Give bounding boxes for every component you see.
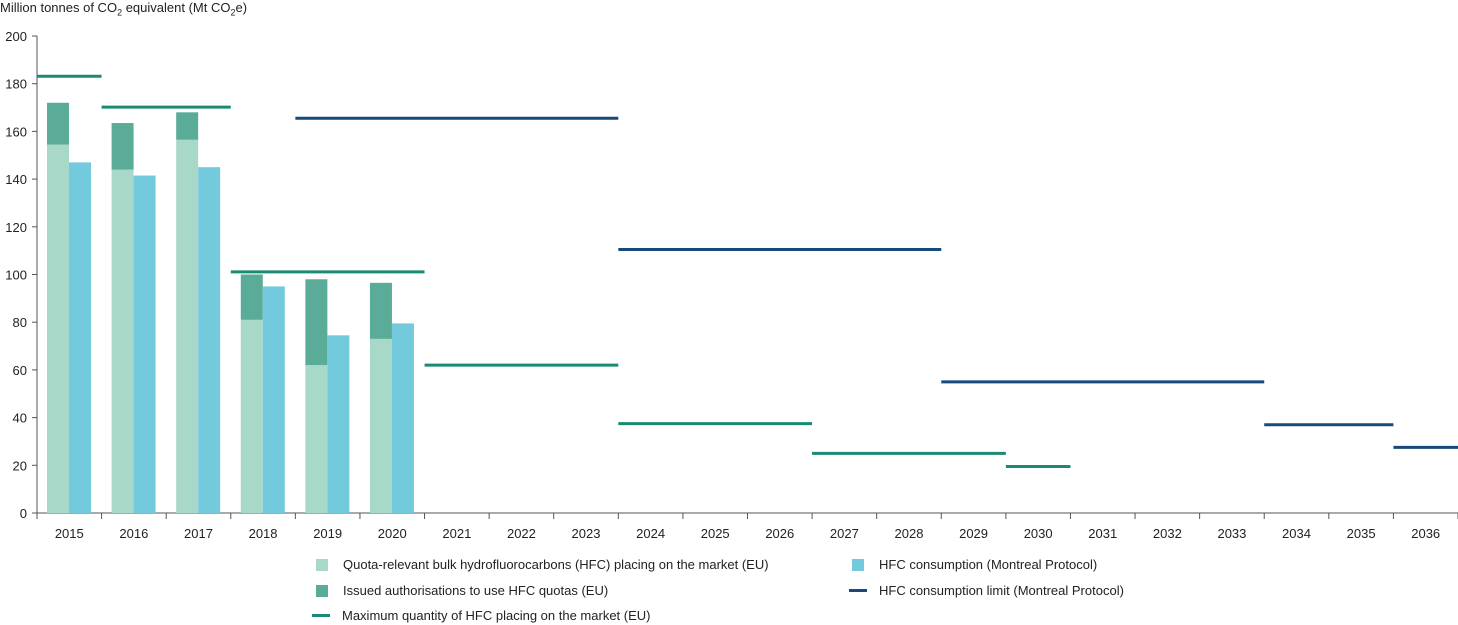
x-tick-label: 2035: [1347, 526, 1376, 541]
x-tick-label: 2015: [55, 526, 84, 541]
legend-swatch-line: [849, 589, 867, 592]
bar-hfc-consumption: [327, 335, 350, 513]
y-tick-label: 200: [5, 29, 27, 44]
bar-issued-authorisations: [305, 279, 328, 366]
legend-label: Maximum quantity of HFC placing on the m…: [342, 608, 651, 623]
x-tick-label: 2036: [1411, 526, 1440, 541]
legend-item-hfc-consumption-limit: HFC consumption limit (Montreal Protocol…: [849, 583, 1124, 598]
bar-issued-authorisations: [369, 282, 392, 339]
x-tick-label: 2032: [1153, 526, 1182, 541]
legend-swatch: [316, 584, 328, 597]
hfc-chart: 0 20 40 60 80 100 120 140 160 180 200 2015 2016 2017 2…: [5, 29, 1458, 541]
bar-hfc-consumption: [198, 167, 221, 514]
x-tick-label: 2018: [249, 526, 278, 541]
legend-item-max-quantity-hfc: Maximum quantity of HFC placing on the m…: [312, 608, 651, 623]
x-tick-label: 2016: [119, 526, 148, 541]
bar-quota-bulk-hfc: [305, 365, 328, 513]
x-tick-label: 2021: [442, 526, 471, 541]
y-tick-label: 120: [5, 220, 27, 235]
y-tick-label: 80: [13, 315, 27, 330]
legend-item-hfc-consumption: HFC consumption (Montreal Protocol): [852, 557, 1097, 572]
y-tick-label: 0: [20, 506, 27, 521]
x-tick-label: 2031: [1088, 526, 1117, 541]
y-tick-label: 20: [13, 458, 27, 473]
x-tick-label: 2023: [572, 526, 601, 541]
x-tick-label: 2029: [959, 526, 988, 541]
y-tick-label: 40: [13, 411, 27, 426]
bar-hfc-consumption: [69, 162, 91, 513]
bar-issued-authorisations: [176, 112, 199, 140]
x-tick-label: 2030: [1024, 526, 1053, 541]
legend-swatch: [316, 558, 328, 571]
y-tick-label: 60: [13, 363, 27, 378]
legend-swatch: [852, 558, 864, 571]
x-tick-label: 2017: [184, 526, 213, 541]
bar-quota-bulk-hfc: [240, 319, 263, 513]
x-tick-label: 2027: [830, 526, 859, 541]
legend-label: HFC consumption (Montreal Protocol): [879, 557, 1098, 572]
x-tick-label: 2026: [765, 526, 794, 541]
bar-quota-bulk-hfc: [47, 144, 69, 513]
x-tick-label: 2028: [895, 526, 924, 541]
x-tick-label: 2019: [313, 526, 342, 541]
y-tick-label: 180: [5, 77, 27, 92]
legend-swatch-line: [312, 614, 330, 617]
legend-item-quota-bulk-hfc: Quota-relevant bulk hydrofluorocarbons (…: [316, 557, 769, 572]
x-tick-label: 2024: [636, 526, 665, 541]
bar-hfc-consumption: [133, 175, 156, 513]
x-tick-label: 2025: [701, 526, 730, 541]
bar-issued-authorisations: [111, 123, 134, 170]
bar-issued-authorisations: [47, 102, 69, 145]
bar-quota-bulk-hfc: [176, 139, 199, 513]
x-tick-label: 2033: [1217, 526, 1246, 541]
y-axis-title: Million tonnes of CO2 equivalent (Mt CO2…: [0, 0, 247, 18]
y-tick-label: 100: [5, 268, 27, 283]
y-axis-title-part: Million tonnes of CO: [0, 0, 118, 15]
legend-label: HFC consumption limit (Montreal Protocol…: [879, 583, 1124, 598]
y-tick-label: 140: [5, 172, 27, 187]
legend-item-issued-authorisations: Issued authorisations to use HFC quotas …: [316, 583, 608, 598]
legend-label: Quota-relevant bulk hydrofluorocarbons (…: [343, 557, 769, 572]
y-axis-title-subscript: 2: [230, 7, 236, 18]
y-axis-title-subscript: 2: [117, 7, 123, 18]
y-axis-title-part: e): [235, 0, 248, 15]
x-tick-label: 2020: [378, 526, 407, 541]
bar-hfc-consumption: [262, 286, 285, 513]
x-tick-label: 2022: [507, 526, 536, 541]
bar-issued-authorisations: [240, 274, 263, 320]
y-axis-title-part: equivalent (Mt CO: [122, 0, 231, 15]
bar-quota-bulk-hfc: [369, 338, 392, 513]
legend-label: Issued authorisations to use HFC quotas …: [343, 583, 609, 598]
bar-hfc-consumption: [391, 323, 414, 513]
bar-quota-bulk-hfc: [111, 169, 134, 513]
y-tick-label: 160: [5, 124, 27, 139]
x-tick-label: 2034: [1282, 526, 1311, 541]
